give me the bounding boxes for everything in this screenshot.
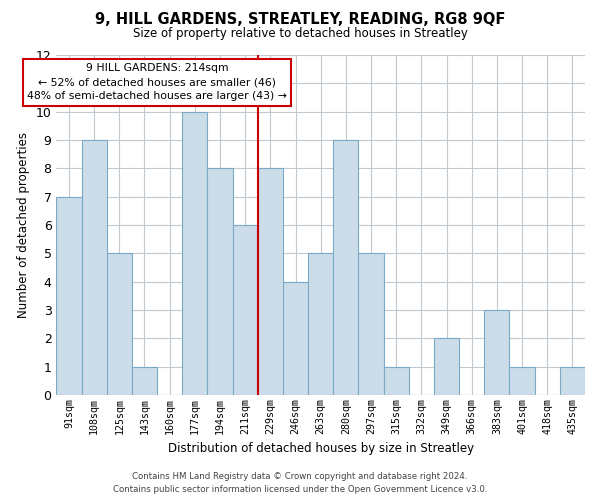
Bar <box>258 168 283 395</box>
Bar <box>182 112 208 395</box>
Bar <box>434 338 459 395</box>
Bar <box>132 366 157 395</box>
Bar <box>107 254 132 395</box>
Bar <box>233 225 258 395</box>
Bar <box>308 254 333 395</box>
Bar <box>509 366 535 395</box>
Bar <box>560 366 585 395</box>
Bar <box>484 310 509 395</box>
Bar <box>56 196 82 395</box>
Text: 9 HILL GARDENS: 214sqm
← 52% of detached houses are smaller (46)
48% of semi-det: 9 HILL GARDENS: 214sqm ← 52% of detached… <box>27 64 287 102</box>
Bar <box>333 140 358 395</box>
Bar <box>283 282 308 395</box>
Y-axis label: Number of detached properties: Number of detached properties <box>17 132 30 318</box>
Text: Contains HM Land Registry data © Crown copyright and database right 2024.
Contai: Contains HM Land Registry data © Crown c… <box>113 472 487 494</box>
Text: 9, HILL GARDENS, STREATLEY, READING, RG8 9QF: 9, HILL GARDENS, STREATLEY, READING, RG8… <box>95 12 505 28</box>
Bar <box>208 168 233 395</box>
Bar <box>358 254 383 395</box>
Text: Size of property relative to detached houses in Streatley: Size of property relative to detached ho… <box>133 28 467 40</box>
Bar <box>383 366 409 395</box>
X-axis label: Distribution of detached houses by size in Streatley: Distribution of detached houses by size … <box>167 442 474 455</box>
Bar <box>82 140 107 395</box>
